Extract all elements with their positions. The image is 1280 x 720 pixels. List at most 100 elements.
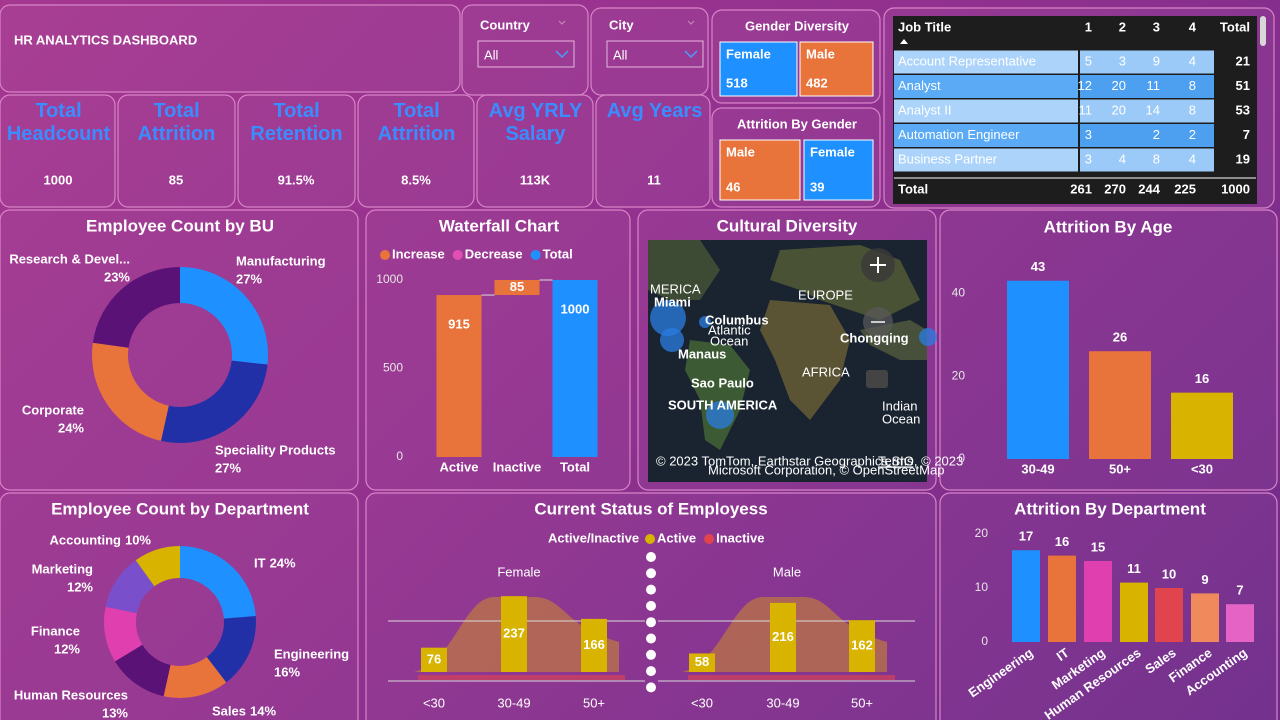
gender-label: Male xyxy=(806,46,835,61)
slicer-dropdown[interactable] xyxy=(606,40,704,68)
table-cell: 4 xyxy=(1119,151,1126,166)
legend-swatch xyxy=(380,250,390,260)
y-tick-label: 40 xyxy=(952,285,966,299)
legend-swatch xyxy=(530,250,541,260)
map-attribution: © 2023 TomTom, Earthstar Geographics SIO… xyxy=(656,453,963,468)
slicer-dropdown[interactable] xyxy=(477,40,575,68)
table-cell: 20 xyxy=(1112,102,1126,117)
x-tick-label: 50+ xyxy=(851,695,873,710)
donut-slice xyxy=(163,656,227,698)
kpi-label: Avg YRLY Salary xyxy=(488,100,583,145)
gender-box xyxy=(799,41,874,97)
table-row-bg xyxy=(894,99,1078,123)
slice-value-label: 10% xyxy=(125,532,151,547)
divider-dot xyxy=(646,666,656,677)
kpi-label: Total Headcount xyxy=(6,100,111,145)
table-header: Total xyxy=(1220,19,1250,34)
scrollbar xyxy=(1260,16,1266,46)
chevron xyxy=(684,50,698,59)
gender-label: Male xyxy=(726,144,755,159)
table-cell: 8 xyxy=(1189,78,1196,93)
table-header: Job Title xyxy=(898,19,951,34)
table-header: 4 xyxy=(1189,19,1197,34)
map-bubble xyxy=(660,328,684,352)
table-row-bg xyxy=(1080,124,1214,147)
donut-slice xyxy=(180,546,256,619)
slice-label: Research & Devel... xyxy=(9,251,130,266)
table-cell: 21 xyxy=(1236,53,1250,68)
table-row-bg xyxy=(1080,75,1214,98)
y-tick-label: 0 xyxy=(958,451,965,465)
value-label: 7 xyxy=(1236,583,1243,598)
value-label: 43 xyxy=(1031,259,1045,274)
dashboard-title: HR ANALYTICS DASHBOARD xyxy=(14,32,197,47)
value-label: 216 xyxy=(772,629,794,644)
map-select[interactable] xyxy=(866,370,888,388)
table-cell: Automation Engineer xyxy=(898,127,1020,142)
value-label: 915 xyxy=(448,316,470,331)
kpi-value: 113K xyxy=(520,172,551,187)
slice-label: Corporate xyxy=(22,402,84,417)
panel xyxy=(0,4,461,93)
table-cell: 4 xyxy=(1189,53,1196,68)
x-tick-label: <30 xyxy=(691,695,713,710)
slice-value-label: 27% xyxy=(215,460,241,475)
map-label: Chongqing xyxy=(840,330,909,345)
map-label: Sao Paulo xyxy=(691,375,754,390)
gender-value: 482 xyxy=(806,75,828,90)
slice-value-label: 16% xyxy=(274,664,300,679)
table-row-bg xyxy=(1216,50,1256,74)
map-label: SOUTH AMERICA xyxy=(668,397,778,412)
table-row-bg xyxy=(894,148,1078,172)
panel xyxy=(0,94,116,208)
bar xyxy=(1155,588,1183,642)
legend-label: Inactive xyxy=(716,530,764,545)
map-attribution: Microsoft Corporation, © OpenStreetMap xyxy=(708,462,944,477)
landmass xyxy=(648,240,720,300)
legend-swatch xyxy=(704,534,715,544)
divider-dot xyxy=(646,682,656,693)
slicer-value: All xyxy=(484,47,499,62)
legend-label: Increase xyxy=(392,246,445,261)
map-label: MERICA xyxy=(650,281,701,296)
sort-caret xyxy=(900,39,908,44)
bar xyxy=(689,653,715,672)
donut-slice xyxy=(104,606,143,662)
waterfall-bar xyxy=(494,280,540,296)
table-row-bg xyxy=(894,75,1078,98)
table-cell: 8 xyxy=(1189,102,1196,117)
value-label: 16 xyxy=(1195,371,1209,386)
table-header: 1 xyxy=(1085,19,1092,34)
table-cell: Analyst xyxy=(898,78,941,93)
table-cell: 4 xyxy=(1189,151,1196,166)
slice-label: Speciality Products xyxy=(215,442,336,457)
bar xyxy=(1089,351,1151,459)
table-row-bg xyxy=(1080,99,1214,123)
bar xyxy=(1171,392,1233,459)
baseline-band xyxy=(688,675,895,680)
slice-value-label: 24% xyxy=(270,555,296,570)
x-tick-label: 30-49 xyxy=(1021,461,1054,476)
table-cell: 14 xyxy=(1146,102,1160,117)
gender-box xyxy=(719,139,801,201)
slice-label: IT xyxy=(254,555,266,570)
slice-value-label: 12% xyxy=(67,579,93,594)
legend-title: Active/Inactive xyxy=(548,530,639,545)
slicer-value: All xyxy=(613,47,628,62)
legend-label: Total xyxy=(543,246,573,261)
card-title: Attrition By Gender xyxy=(737,116,857,131)
value-label: 9 xyxy=(1201,572,1208,587)
table-cell: 3 xyxy=(1119,53,1126,68)
slice-label: Marketing xyxy=(32,561,93,576)
slice-label: Manufacturing xyxy=(236,253,326,268)
panel xyxy=(117,94,236,208)
map-bubble xyxy=(706,401,734,429)
table-cell: 11 xyxy=(1147,78,1161,93)
map-label: Ocean xyxy=(710,333,748,348)
slicer-label: Country xyxy=(480,17,531,32)
map-label: Indian xyxy=(882,398,917,413)
table-total: 261 xyxy=(1070,181,1092,196)
table-row-bg xyxy=(1080,148,1214,172)
y-tick-label: 1000 xyxy=(376,272,403,286)
